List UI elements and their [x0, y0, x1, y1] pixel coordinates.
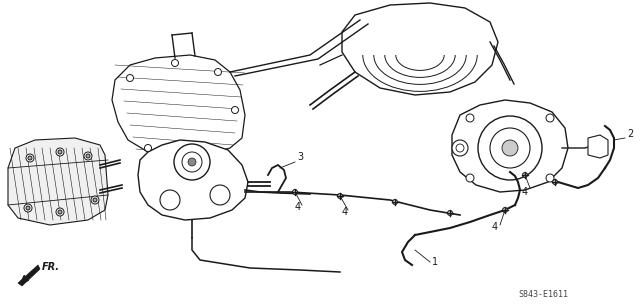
Circle shape: [502, 207, 508, 212]
Text: 4: 4: [342, 207, 348, 217]
Circle shape: [58, 210, 62, 214]
Circle shape: [127, 74, 134, 81]
Circle shape: [490, 128, 530, 168]
Text: 1: 1: [432, 257, 438, 267]
Circle shape: [392, 200, 397, 204]
Circle shape: [466, 114, 474, 122]
Circle shape: [84, 152, 92, 160]
Circle shape: [232, 106, 239, 114]
Circle shape: [56, 148, 64, 156]
Circle shape: [24, 204, 32, 212]
Circle shape: [58, 150, 62, 154]
Circle shape: [452, 140, 468, 156]
Text: S843-E1611: S843-E1611: [518, 290, 568, 299]
Circle shape: [174, 144, 210, 180]
Circle shape: [546, 174, 554, 182]
Circle shape: [56, 208, 64, 216]
Polygon shape: [112, 55, 245, 158]
Circle shape: [292, 190, 298, 194]
Circle shape: [28, 156, 32, 160]
Circle shape: [552, 180, 557, 185]
Text: 3: 3: [297, 152, 303, 162]
Circle shape: [91, 196, 99, 204]
Circle shape: [182, 152, 202, 172]
Polygon shape: [138, 140, 248, 220]
Circle shape: [466, 174, 474, 182]
Text: FR.: FR.: [42, 262, 60, 272]
Circle shape: [456, 144, 464, 152]
Circle shape: [160, 190, 180, 210]
Circle shape: [214, 69, 221, 76]
Circle shape: [145, 144, 152, 151]
Circle shape: [93, 198, 97, 202]
Circle shape: [523, 173, 527, 177]
Circle shape: [188, 158, 196, 166]
Circle shape: [172, 59, 179, 66]
Polygon shape: [452, 100, 568, 192]
Circle shape: [210, 185, 230, 205]
Circle shape: [338, 194, 342, 198]
Text: 4: 4: [492, 222, 498, 232]
Polygon shape: [8, 138, 108, 225]
Circle shape: [478, 116, 542, 180]
Text: 4: 4: [522, 187, 528, 197]
Circle shape: [502, 140, 518, 156]
Polygon shape: [18, 265, 40, 286]
Circle shape: [26, 206, 30, 210]
Polygon shape: [588, 135, 608, 158]
Circle shape: [546, 114, 554, 122]
Circle shape: [26, 154, 34, 162]
Text: 2: 2: [627, 129, 633, 139]
Circle shape: [447, 211, 452, 215]
Text: 4: 4: [295, 202, 301, 212]
Polygon shape: [342, 3, 498, 95]
Circle shape: [86, 154, 90, 158]
